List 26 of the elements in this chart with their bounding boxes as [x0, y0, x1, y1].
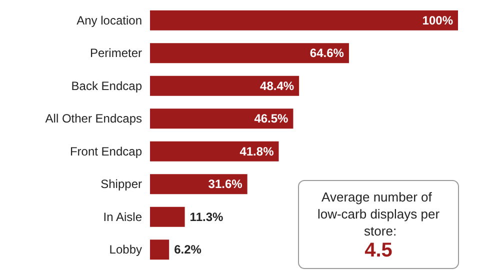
bar — [150, 240, 170, 260]
y-tick-label: Any location — [76, 13, 142, 28]
y-tick-label: In Aisle — [103, 210, 142, 224]
bar — [150, 206, 185, 227]
data-label: 31.6% — [208, 177, 243, 192]
bar — [150, 174, 248, 194]
data-label: 100% — [422, 13, 454, 28]
y-tick-label: All Other Endcaps — [45, 112, 142, 126]
y-tick-label: Back Endcap — [71, 78, 142, 93]
data-label: 11.3% — [190, 210, 224, 224]
y-tick-label: Lobby — [109, 242, 142, 257]
y-tick-label: Front Endcap — [70, 144, 142, 158]
annotation: Average number of low-carb displays per store: — [317, 190, 440, 238]
data-label: 6.2% — [174, 242, 202, 257]
bar — [150, 108, 294, 129]
y-tick-label: Perimeter — [90, 46, 142, 60]
bar — [150, 76, 300, 96]
annotation: 4.5 — [364, 240, 392, 262]
data-label: 46.5% — [254, 112, 289, 126]
bar — [150, 43, 349, 64]
data-label: 41.8% — [240, 144, 274, 158]
bar — [150, 10, 458, 30]
data-label: 48.4% — [260, 78, 294, 93]
data-label: 64.6% — [310, 46, 344, 60]
y-tick-label: Shipper — [100, 177, 142, 192]
bar — [150, 141, 279, 162]
